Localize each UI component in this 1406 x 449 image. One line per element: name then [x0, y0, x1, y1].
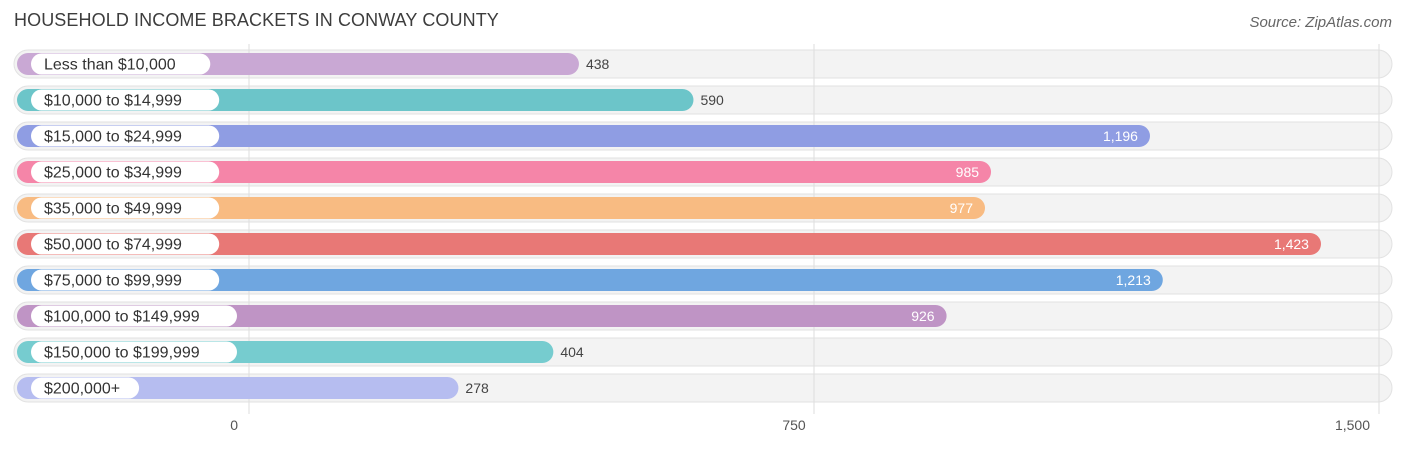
category-label-pill: [31, 161, 220, 183]
category-label-pill: [31, 53, 211, 75]
value-label: 1,213: [1116, 272, 1151, 288]
value-label: 278: [465, 380, 489, 396]
category-label: $150,000 to $199,999: [44, 345, 200, 362]
category-label-pill: [31, 125, 220, 147]
category-label-pill: [31, 377, 140, 399]
value-label: 1,196: [1103, 128, 1138, 144]
bar: [17, 305, 947, 327]
category-label: $100,000 to $149,999: [44, 309, 200, 326]
category-label: Less than $10,000: [44, 57, 176, 74]
category-label-pill: [31, 305, 237, 327]
x-tick-label: 1,500: [1335, 417, 1370, 433]
chart-title: HOUSEHOLD INCOME BRACKETS IN CONWAY COUN…: [14, 10, 499, 30]
value-label: 1,423: [1274, 236, 1309, 252]
value-label: 590: [700, 92, 724, 108]
value-label: 438: [586, 56, 610, 72]
bar: [17, 197, 986, 219]
value-label: 985: [956, 164, 980, 180]
x-tick-label: 0: [230, 417, 238, 433]
category-label: $200,000+: [44, 381, 120, 398]
category-label-pill: [31, 269, 220, 291]
category-label-pill: [31, 233, 220, 255]
value-label: 977: [950, 200, 974, 216]
category-label-pill: [31, 341, 237, 363]
category-label: $75,000 to $99,999: [44, 273, 182, 290]
x-tick-label: 750: [782, 417, 806, 433]
category-label: $15,000 to $24,999: [44, 129, 182, 146]
value-label: 404: [560, 344, 584, 360]
source-note: Source: ZipAtlas.com: [1249, 14, 1392, 31]
category-label: $35,000 to $49,999: [44, 201, 182, 218]
category-label: $10,000 to $14,999: [44, 93, 182, 110]
bar: [17, 125, 1150, 147]
category-label: $25,000 to $34,999: [44, 165, 182, 182]
category-label-pill: [31, 197, 220, 219]
bar: [17, 161, 992, 183]
bar: [17, 233, 1321, 255]
category-label-pill: [31, 89, 220, 111]
value-label: 926: [911, 308, 935, 324]
category-label: $50,000 to $74,999: [44, 237, 182, 254]
bar: [17, 269, 1163, 291]
